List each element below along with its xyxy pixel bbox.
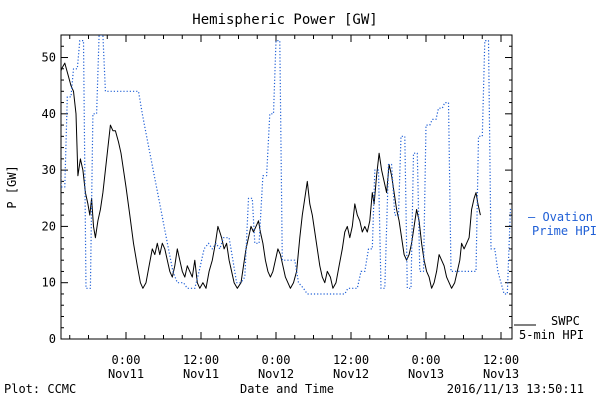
y-tick-label: 20 bbox=[42, 219, 56, 233]
x-tick-label-date: Nov13 bbox=[408, 367, 444, 381]
y-axis-label: P [GW] bbox=[5, 165, 19, 208]
x-tick-label-time: 0:00 bbox=[412, 353, 441, 367]
x-axis-label: Date and Time bbox=[240, 382, 334, 396]
x-tick-label-date: Nov12 bbox=[258, 367, 294, 381]
plot-frame bbox=[60, 34, 513, 340]
y-tick-label: 30 bbox=[42, 163, 56, 177]
x-tick-label-time: 0:00 bbox=[262, 353, 291, 367]
chart-title: Hemispheric Power [GW] bbox=[192, 12, 377, 28]
y-tick-label: 0 bbox=[49, 332, 56, 346]
swpc-hpi-line bbox=[61, 62, 481, 289]
x-tick-label-time: 0:00 bbox=[112, 353, 141, 367]
x-tick-label-time: 12:00 bbox=[333, 353, 369, 367]
x-tick-label-time: 12:00 bbox=[483, 353, 519, 367]
series-layer bbox=[61, 35, 512, 295]
x-tick-label-date: Nov11 bbox=[183, 367, 219, 381]
ovation-legend-label-line1: — Ovation bbox=[528, 210, 593, 224]
x-tick-label-date: Nov13 bbox=[483, 367, 519, 381]
ovation-legend-label-line2: Prime HPI bbox=[532, 224, 597, 238]
y-tick-label: 50 bbox=[42, 51, 56, 65]
swpc-legend-label-line2: 5-min HPI bbox=[519, 328, 584, 342]
swpc-legend-label-line1: SWPC bbox=[551, 314, 580, 328]
y-tick-label: 10 bbox=[42, 276, 56, 290]
x-tick-label-date: Nov12 bbox=[333, 367, 369, 381]
x-tick-label-date: Nov11 bbox=[108, 367, 144, 381]
plot-credit: Plot: CCMC bbox=[4, 382, 76, 396]
y-tick-label: 40 bbox=[42, 107, 56, 121]
axes: 010203040500:00Nov1112:00Nov110:00Nov121… bbox=[42, 34, 519, 381]
x-tick-label-time: 12:00 bbox=[183, 353, 219, 367]
plot-timestamp: 2016/11/13 13:50:11 bbox=[447, 382, 584, 396]
